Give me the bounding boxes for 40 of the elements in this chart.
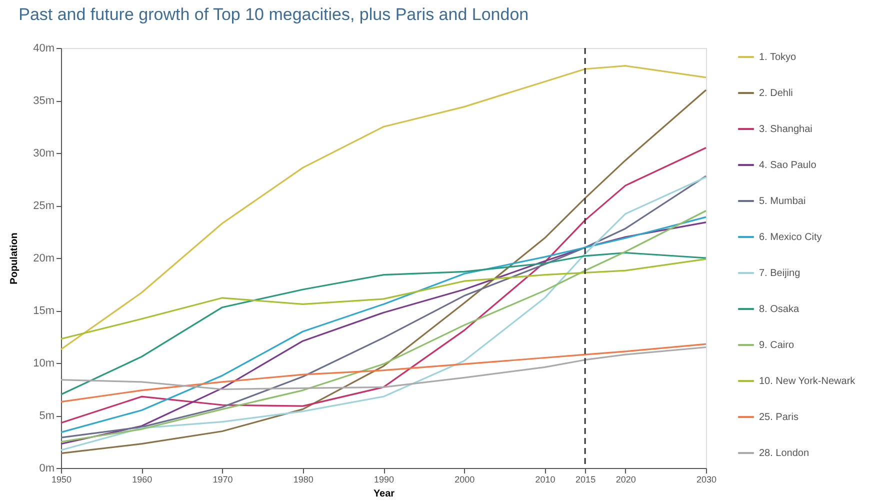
legend-label: 5. Mumbai	[759, 196, 806, 207]
y-tick-label: 35m	[33, 95, 54, 107]
x-tick-label: 2020	[616, 474, 636, 484]
x-tick-label: 2030	[696, 474, 717, 484]
y-tick-label: 0m	[39, 462, 54, 474]
x-tick-label: 1970	[212, 474, 233, 484]
legend-label: 6. Mexico City	[759, 232, 822, 243]
legend-label: 10. New York-Newark	[759, 376, 856, 387]
legend-label: 7. Beijing	[759, 268, 800, 279]
x-tick-label: 2000	[454, 474, 475, 484]
line-series	[60, 252, 707, 396]
line-series	[60, 346, 707, 390]
y-tick-label: 40m	[33, 42, 54, 54]
line-series	[60, 343, 707, 403]
x-tick-label: 1960	[132, 474, 152, 484]
legend-label: 1. Tokyo	[759, 52, 796, 63]
legend-label: 25. Paris	[759, 412, 798, 423]
x-tick-label: 2010	[535, 474, 556, 484]
y-tick-label: 15m	[33, 305, 54, 317]
y-tick-label: 10m	[33, 358, 54, 370]
x-tick-label: 2015	[576, 474, 596, 484]
line-series	[60, 258, 707, 340]
y-tick-label: 30m	[33, 148, 54, 160]
x-tick-label: 1990	[374, 474, 394, 484]
legend-label: 4. Sao Paulo	[759, 160, 817, 171]
x-tick-label: 1980	[293, 474, 314, 484]
y-axis-title: Population	[9, 232, 20, 284]
legend-label: 3. Shanghai	[759, 124, 812, 135]
y-tick-label: 5m	[39, 410, 54, 422]
x-axis-title: Year	[373, 488, 395, 500]
legend-label: 2. Dehli	[759, 88, 793, 99]
legend-label: 8. Osaka	[759, 304, 800, 315]
x-tick-label: 1950	[51, 474, 72, 484]
y-tick-label: 25m	[33, 200, 54, 212]
y-tick-label: 20m	[33, 252, 54, 264]
line-series	[60, 65, 707, 350]
chart-title: Past and future growth of Top 10 megacities, plus Paris and London	[18, 5, 529, 24]
legend-label: 9. Cairo	[759, 340, 794, 351]
line-series	[60, 89, 707, 454]
legend-label: 28. London	[759, 448, 810, 459]
